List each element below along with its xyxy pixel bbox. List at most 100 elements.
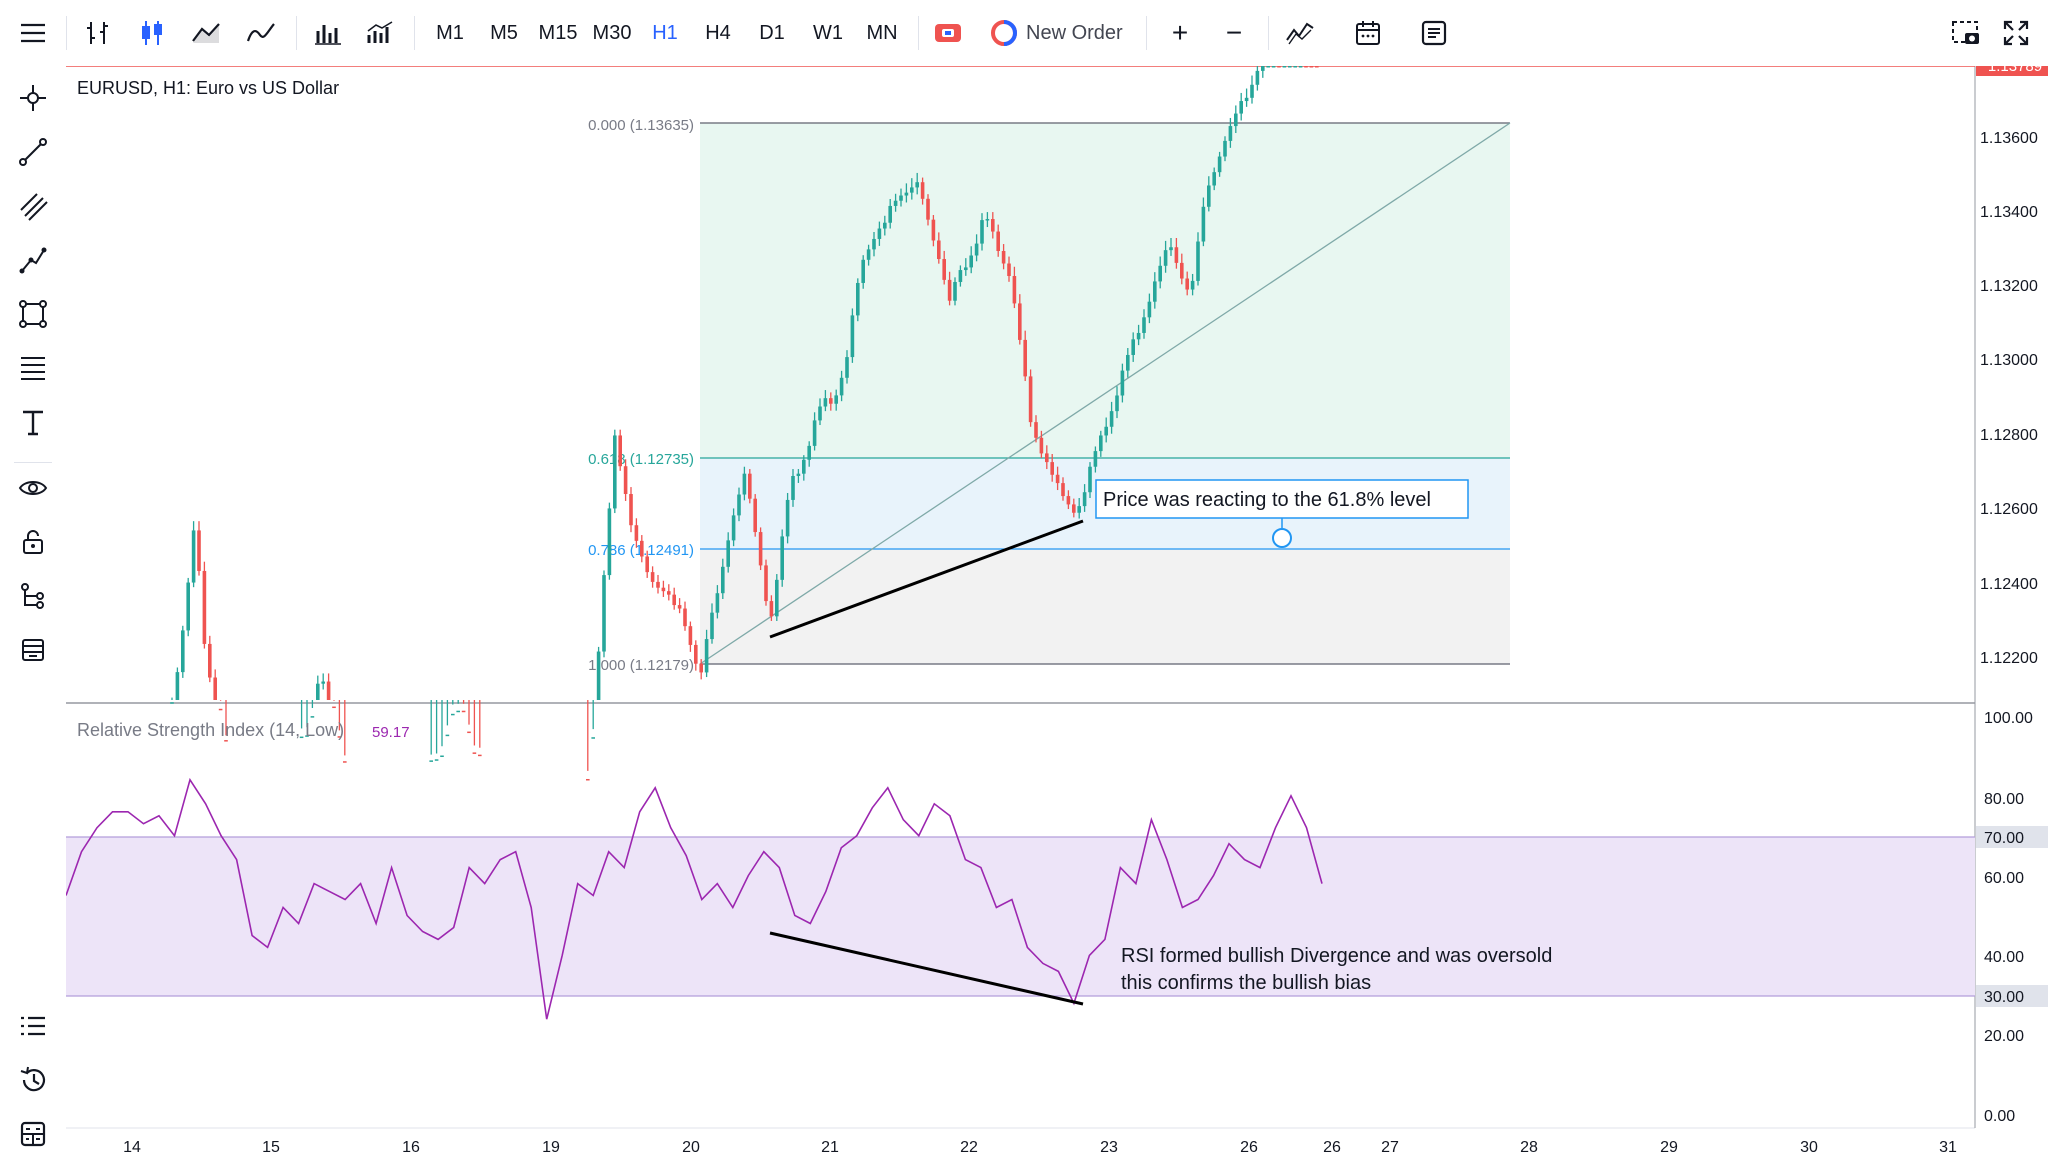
candle-body bbox=[672, 594, 676, 606]
zoom-out-button[interactable]: − bbox=[1225, 17, 1243, 48]
candle-body bbox=[775, 579, 779, 617]
candle-body bbox=[839, 377, 844, 396]
crosshair-icon[interactable] bbox=[13, 78, 53, 118]
candle-body bbox=[1012, 276, 1017, 304]
trend-line-icon[interactable] bbox=[13, 132, 53, 172]
candle-body bbox=[974, 243, 979, 256]
candle-body bbox=[845, 357, 849, 378]
order-list-icon[interactable] bbox=[13, 1006, 53, 1046]
candlestick-series bbox=[170, 30, 1319, 781]
candle-body bbox=[305, 735, 309, 737]
trend-indicator-icon[interactable] bbox=[1282, 14, 1318, 52]
menu-icon[interactable] bbox=[14, 14, 52, 52]
news-icon[interactable] bbox=[1416, 14, 1452, 52]
candle-body bbox=[326, 681, 331, 700]
candle-body bbox=[899, 195, 903, 201]
polyline-icon[interactable] bbox=[13, 240, 53, 280]
candle-body bbox=[224, 740, 228, 742]
candle-body bbox=[596, 651, 601, 700]
timeframe-d1[interactable]: D1 bbox=[759, 21, 785, 44]
timeframe-h4[interactable]: H4 bbox=[705, 21, 731, 44]
candle-body bbox=[1109, 411, 1114, 427]
indicators-icon[interactable] bbox=[362, 14, 398, 52]
candle-body bbox=[1298, 66, 1303, 68]
time-label: 14 bbox=[123, 1139, 141, 1156]
rsi-line-path bbox=[65, 777, 1323, 1020]
candle-body bbox=[888, 205, 892, 223]
price-label: 1.13200 bbox=[1980, 278, 2038, 295]
price-callout[interactable]: Price was reacting to the 61.8% level bbox=[1095, 479, 1469, 548]
volume-icon[interactable] bbox=[310, 14, 346, 52]
fullscreen-icon[interactable] bbox=[1998, 14, 2034, 52]
candle-body bbox=[715, 593, 720, 613]
time-label: 21 bbox=[821, 1139, 839, 1156]
candle-body bbox=[1039, 437, 1044, 454]
rsi-axis-label: 0.00 bbox=[1984, 1108, 2015, 1125]
candle-body bbox=[683, 608, 687, 627]
rsi-panel[interactable]: Relative Strength Index (14, Low) 59.17 … bbox=[65, 720, 1975, 1020]
object-tree-icon[interactable] bbox=[13, 576, 53, 616]
candle-body bbox=[1217, 156, 1222, 173]
candle-body bbox=[699, 663, 703, 673]
candle-body bbox=[785, 499, 790, 537]
candle-body bbox=[694, 644, 698, 664]
eye-icon[interactable] bbox=[13, 468, 53, 508]
candle-body bbox=[1093, 451, 1098, 467]
area-chart-icon[interactable] bbox=[188, 14, 224, 52]
line-chart-icon[interactable] bbox=[243, 14, 279, 52]
price-trend-line[interactable] bbox=[769, 519, 1084, 639]
price-label: 1.13600 bbox=[1980, 130, 2038, 147]
timeframe-m1[interactable]: M1 bbox=[436, 21, 464, 44]
timeframe-h1[interactable]: H1 bbox=[652, 21, 678, 44]
candle-body bbox=[175, 672, 180, 700]
candle-body bbox=[812, 420, 817, 446]
fibonacci-retracement[interactable]: 0.000 (1.13635) 0.618 (1.12735) 0.786 (1… bbox=[588, 117, 1511, 674]
lock-icon[interactable] bbox=[13, 522, 53, 562]
calendar-icon[interactable] bbox=[1350, 14, 1386, 52]
chart-title: EURUSD, H1: Euro vs US Dollar bbox=[77, 78, 339, 98]
time-label: 28 bbox=[1520, 1139, 1538, 1156]
timeframe-m30[interactable]: M30 bbox=[592, 21, 632, 44]
timeframe-mn[interactable]: MN bbox=[866, 21, 898, 44]
fibonacci-icon[interactable] bbox=[13, 348, 53, 388]
candle-body bbox=[877, 228, 882, 239]
rectangle-icon[interactable] bbox=[13, 294, 53, 334]
zoom-in-button[interactable]: + bbox=[1171, 17, 1189, 48]
candle-body bbox=[931, 219, 936, 241]
callout-anchor-handle[interactable] bbox=[1272, 528, 1292, 548]
candle-body bbox=[332, 706, 336, 709]
timeframe-m15[interactable]: M15 bbox=[538, 21, 578, 44]
candle-body bbox=[310, 716, 315, 718]
journal-icon[interactable] bbox=[13, 1114, 53, 1154]
candle-body bbox=[937, 240, 941, 260]
delete-drawings-icon[interactable] bbox=[13, 630, 53, 670]
candle-body bbox=[218, 708, 223, 711]
candle-body bbox=[942, 259, 946, 280]
rsi-30-badge bbox=[1976, 985, 2048, 1007]
candle-body bbox=[1185, 278, 1189, 290]
time-axis[interactable]: 14 15 16 19 20 21 22 23 26 26 27 28 29 3… bbox=[123, 1139, 1957, 1156]
one-click-trading-icon[interactable] bbox=[932, 14, 964, 52]
history-icon[interactable] bbox=[13, 1060, 53, 1100]
candle-body bbox=[915, 182, 919, 188]
candle-body bbox=[1072, 504, 1076, 513]
timeframe-w1[interactable]: W1 bbox=[813, 21, 843, 44]
rsi-axis-label: 80.00 bbox=[1984, 791, 2024, 808]
screenshot-icon[interactable] bbox=[1948, 14, 1984, 52]
candle-body bbox=[796, 473, 801, 476]
candle-body bbox=[613, 435, 617, 509]
text-icon[interactable] bbox=[13, 402, 53, 442]
candle-body bbox=[731, 515, 736, 541]
new-order-button[interactable]: New Order bbox=[990, 14, 1160, 52]
candle-body bbox=[1115, 395, 1119, 412]
candlestick-icon[interactable] bbox=[134, 14, 170, 52]
price-axis[interactable]: 1.13789 1.13600 1.13400 1.13200 1.13000 … bbox=[1976, 55, 2048, 667]
timeframe-m5[interactable]: M5 bbox=[490, 21, 518, 44]
parallel-channel-icon[interactable] bbox=[13, 186, 53, 226]
rsi-divergence-line[interactable] bbox=[769, 931, 1084, 1006]
bar-chart-icon[interactable] bbox=[80, 14, 116, 52]
time-label: 26 bbox=[1323, 1139, 1341, 1156]
candle-body bbox=[1309, 66, 1314, 68]
rsi-axis[interactable]: 100.00 80.00 60.00 40.00 20.00 0.00 70.0… bbox=[1976, 710, 2048, 1125]
